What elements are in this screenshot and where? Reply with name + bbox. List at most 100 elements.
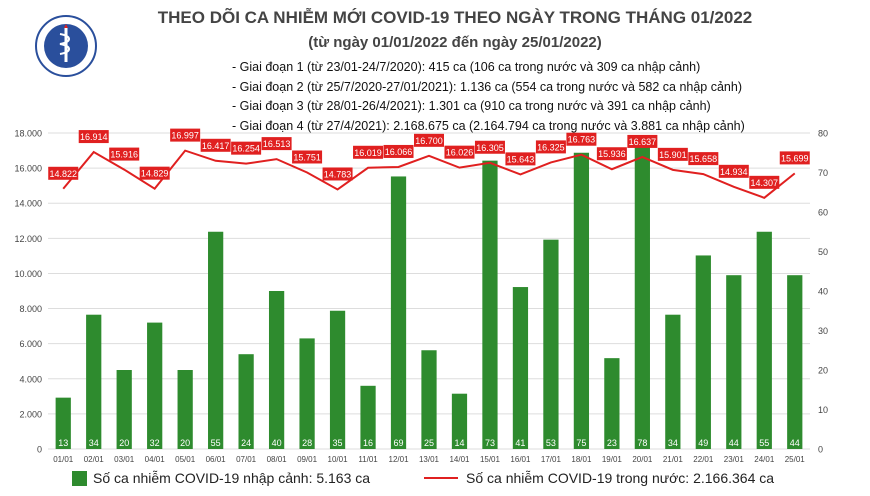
bar <box>360 385 376 449</box>
bar-value-label: 55 <box>211 438 221 448</box>
x-axis-tick: 09/01 <box>297 455 318 464</box>
line-value-label: 14.829 <box>141 169 169 179</box>
x-axis-tick: 14/01 <box>449 455 470 464</box>
legend-imported: Số ca nhiễm COVID-19 nhập cảnh: 5.163 ca <box>72 470 370 486</box>
chart-title: THEO DÕI CA NHIỄM MỚI COVID-19 THEO NGÀY… <box>157 8 753 27</box>
bar-value-label: 32 <box>150 438 160 448</box>
bar <box>177 370 193 449</box>
line-value-label: 14.307 <box>751 178 779 188</box>
bar <box>86 314 102 449</box>
line-label-box <box>627 134 658 148</box>
line-value-label: 16.513 <box>263 139 291 149</box>
x-axis-tick: 15/01 <box>480 455 501 464</box>
line-label-box <box>566 132 597 146</box>
bar-value-label: 73 <box>485 438 495 448</box>
x-axis-tick: 12/01 <box>389 455 410 464</box>
line-value-label: 14.822 <box>49 169 77 179</box>
line-value-label: 16.254 <box>232 144 260 154</box>
bar-value-label: 16 <box>363 438 373 448</box>
bar-value-label: 44 <box>790 438 800 448</box>
bar <box>116 370 132 449</box>
bar <box>756 231 772 449</box>
line-label-box <box>170 128 201 142</box>
line-label-box <box>657 147 688 161</box>
x-axis-tick: 01/01 <box>53 455 74 464</box>
left-axis-tick: 14.000 <box>14 199 42 209</box>
bar <box>634 140 650 449</box>
x-axis-tick: 22/01 <box>693 455 714 464</box>
bar <box>543 239 559 449</box>
right-axis-tick: 50 <box>818 247 828 257</box>
line-value-label: 16.700 <box>415 136 443 146</box>
x-axis-tick: 25/01 <box>785 455 806 464</box>
line-label-box <box>414 133 444 147</box>
bar <box>604 358 620 449</box>
x-axis-tick: 10/01 <box>328 455 349 464</box>
left-axis-tick: 0 <box>37 445 42 455</box>
legend-line-swatch <box>424 477 458 479</box>
line-label-box <box>444 145 475 159</box>
bar <box>451 393 468 449</box>
chart-subtitle: (từ ngày 01/01/2022 đến ngày 25/01/2022) <box>308 34 602 51</box>
x-axis-tick: 03/01 <box>114 455 135 464</box>
bar <box>147 322 163 449</box>
x-axis-tick: 04/01 <box>145 455 166 464</box>
x-axis-tick: 07/01 <box>236 455 257 464</box>
line-value-label: 16.325 <box>537 142 565 152</box>
line-label-box <box>383 144 414 158</box>
line-value-label: 16.914 <box>80 132 108 142</box>
left-axis-tick: 8.000 <box>19 304 42 314</box>
bar-value-label: 53 <box>546 438 556 448</box>
bar-value-label: 75 <box>576 438 586 448</box>
bar <box>726 275 742 449</box>
line-value-label: 15.699 <box>781 153 809 163</box>
legend-imported-label: Số ca nhiễm COVID-19 nhập cảnh: 5.163 ca <box>93 470 371 486</box>
line-label-box <box>353 145 384 159</box>
bar-value-label: 20 <box>119 438 129 448</box>
line-label-box <box>596 147 627 161</box>
bar <box>390 176 407 449</box>
bar-value-label: 13 <box>58 438 68 448</box>
bar-value-label: 25 <box>424 438 434 448</box>
line-value-label: 16.305 <box>476 143 504 153</box>
right-axis-tick: 20 <box>818 366 828 376</box>
line-label-box <box>749 175 780 189</box>
right-axis-tick: 70 <box>818 168 828 178</box>
phase-note: Giai đoạn 2 (từ 25/7/2020-27/01/2021): 1… <box>232 78 745 98</box>
domestic-cases-line <box>62 149 796 199</box>
bar-value-label: 41 <box>515 438 525 448</box>
line-label-box <box>718 164 749 178</box>
x-axis-tick: 11/01 <box>358 455 378 464</box>
line-label-box <box>535 140 566 154</box>
x-axis-tick: 23/01 <box>724 455 745 464</box>
line-label-box <box>322 167 353 181</box>
bar-value-label: 35 <box>333 438 343 448</box>
line-label-box <box>200 138 231 152</box>
x-axis-tick: 21/01 <box>663 455 684 464</box>
phase-notes: Giai đoạn 1 (từ 23/01-24/7/2020): 415 ca… <box>232 58 745 136</box>
line-label-box <box>78 130 109 144</box>
right-axis-tick: 40 <box>818 287 828 297</box>
line-label-box <box>505 152 536 166</box>
ministry-of-health-logo <box>35 15 97 77</box>
line-label-box <box>231 141 262 155</box>
right-axis-tick: 60 <box>818 208 828 218</box>
bar-value-label: 34 <box>668 438 678 448</box>
x-axis-tick: 19/01 <box>602 455 623 464</box>
line-value-label: 15.751 <box>293 152 321 162</box>
line-label-box <box>292 150 323 164</box>
bar-value-label: 23 <box>607 438 617 448</box>
bar-value-label: 55 <box>759 438 769 448</box>
line-label-box <box>109 147 140 161</box>
bar-value-label: 40 <box>272 438 282 448</box>
bar-value-label: 20 <box>180 438 190 448</box>
line-value-label: 16.417 <box>202 141 230 151</box>
bar <box>299 338 315 449</box>
right-axis-tick: 10 <box>818 405 828 415</box>
phase-note: Giai đoạn 4 (từ 27/4/2021): 2.168.675 ca… <box>232 117 745 137</box>
bar <box>55 397 71 449</box>
bar <box>421 350 437 449</box>
bar <box>482 160 498 449</box>
covid-chart: 0 2.000 4.000 6.000 8.000 10.000 12.000 14.000 1… <box>14 128 828 465</box>
phase-note: Giai đoạn 1 (từ 23/01-24/7/2020): 415 ca… <box>232 58 745 78</box>
